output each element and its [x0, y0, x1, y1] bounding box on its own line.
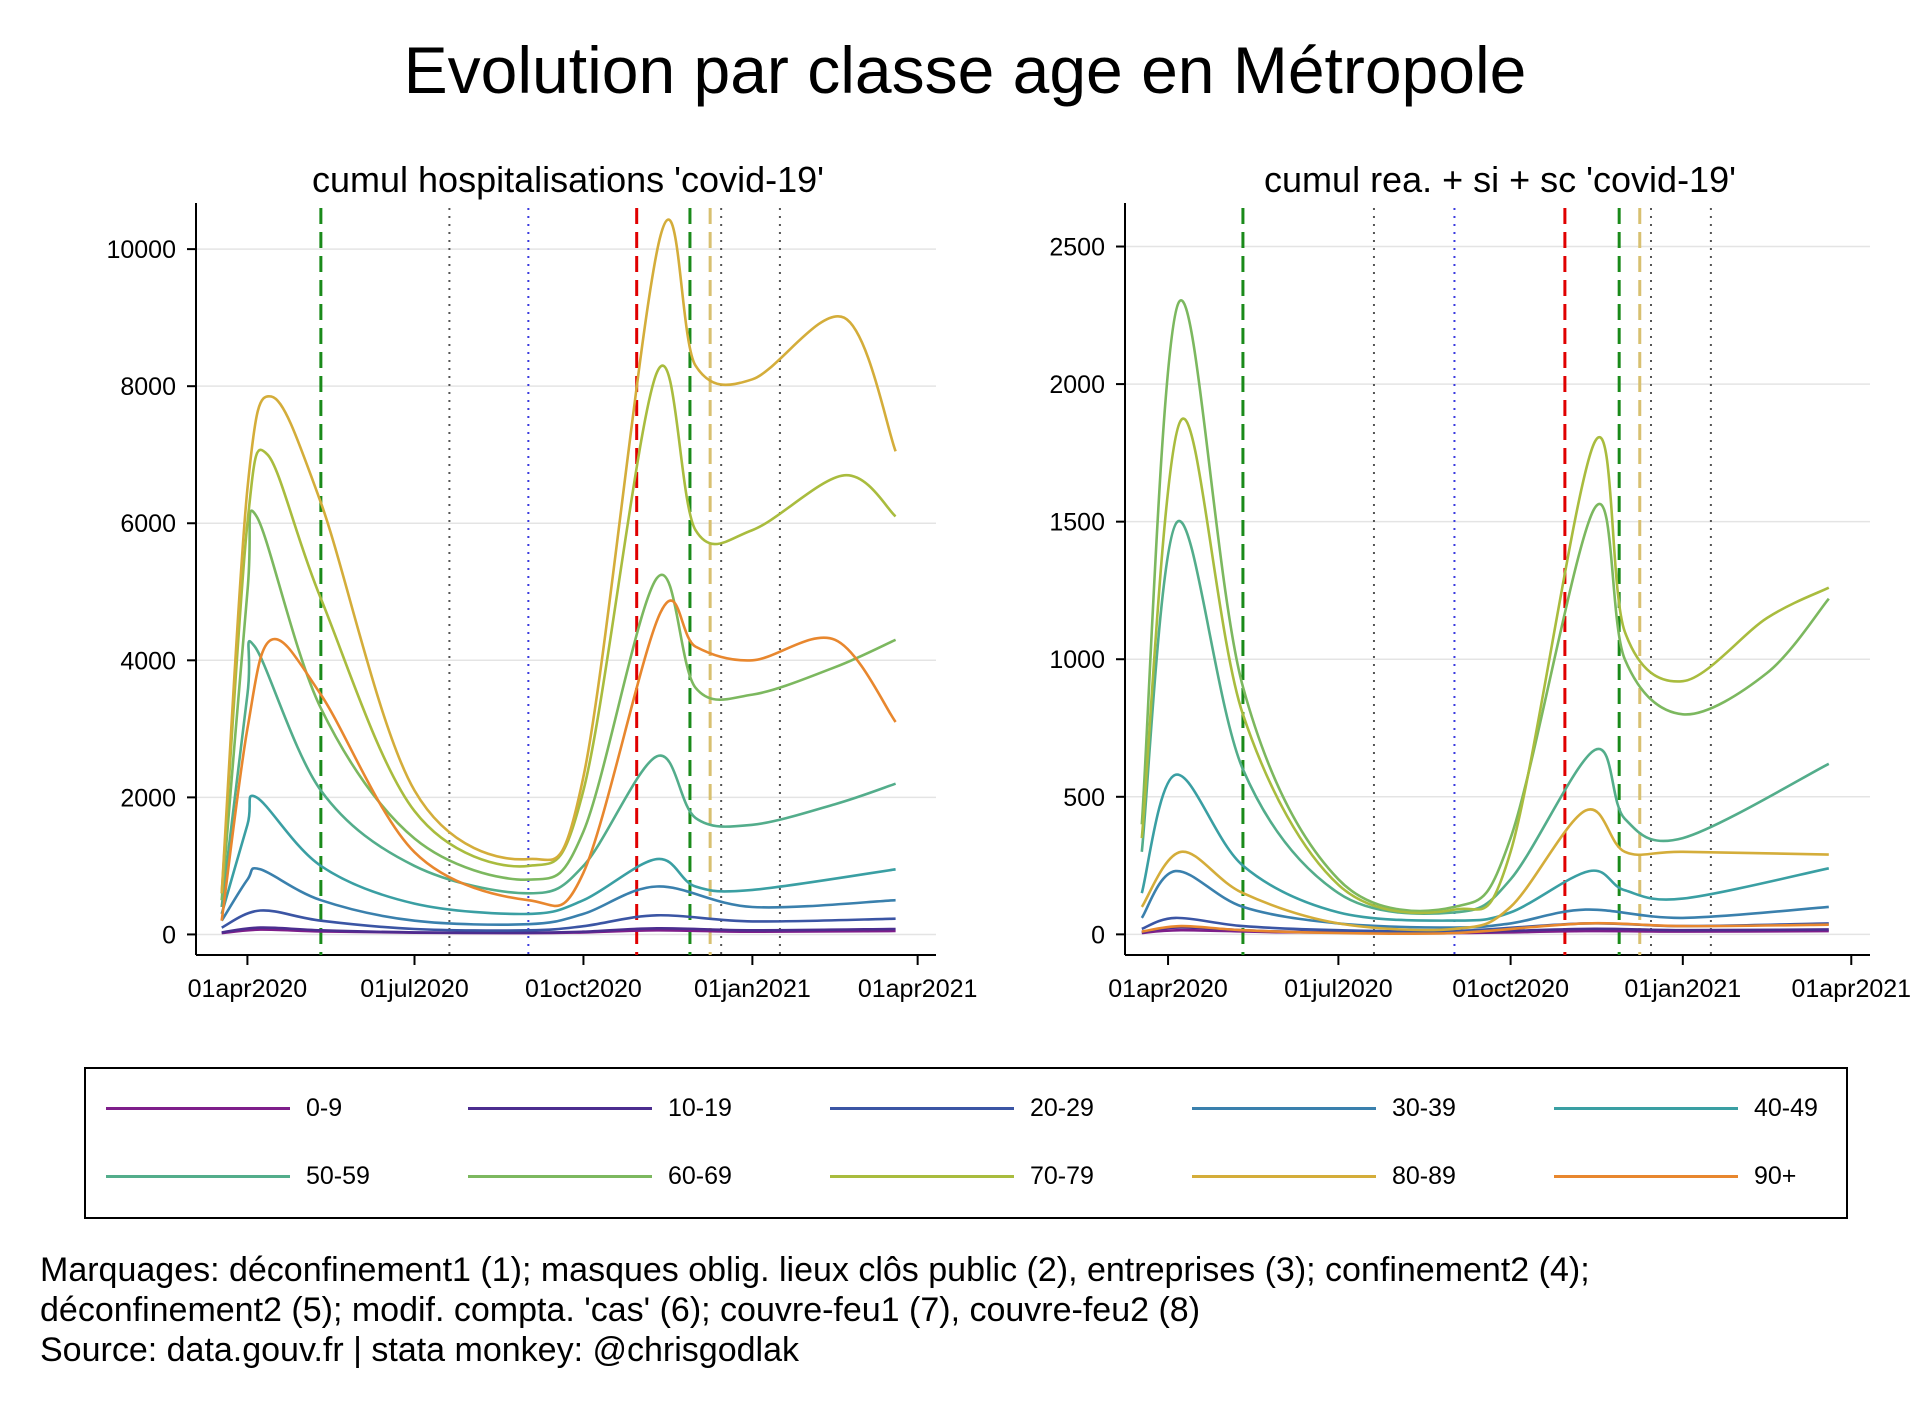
x-tick-label: 01jan2021	[1624, 975, 1741, 1003]
legend-label: 20-29	[1030, 1094, 1094, 1122]
legend-label: 80-89	[1392, 1162, 1456, 1190]
series-line-60-69	[1140, 299, 1830, 913]
series-line-20-29	[221, 909, 896, 932]
y-tick-label: 2500	[1049, 234, 1105, 262]
legend-swatch	[830, 1107, 1014, 1110]
series-line-60-69	[220, 509, 897, 901]
series-line-70-79	[220, 364, 897, 894]
panel-title-hospitalisations: cumul hospitalisations 'covid-19'	[312, 159, 824, 200]
legend-label: 90+	[1754, 1162, 1797, 1190]
series-line-70-79	[1140, 417, 1830, 915]
legend-label: 60-69	[668, 1162, 732, 1190]
notes: Marquages: déconfinement1 (1); masques o…	[40, 1250, 1900, 1370]
legend-swatch	[1554, 1175, 1738, 1178]
x-tick-label: 01oct2020	[525, 975, 642, 1003]
legend-label: 40-49	[1754, 1094, 1818, 1122]
legend-swatch	[106, 1107, 290, 1110]
panel-title-reanimation: cumul rea. + si + sc 'covid-19'	[1264, 159, 1736, 200]
y-tick-label: 4000	[120, 647, 176, 675]
legend-label: 50-59	[306, 1162, 370, 1190]
x-tick-label: 01apr2021	[1792, 975, 1912, 1003]
y-tick-label: 2000	[1049, 371, 1105, 399]
legend-label: 70-79	[1030, 1162, 1094, 1190]
x-tick-label: 01apr2020	[188, 975, 308, 1003]
x-tick-label: 01apr2020	[1108, 975, 1228, 1003]
series-line-80-89	[1140, 808, 1829, 932]
notes-line-1: Marquages: déconfinement1 (1); masques o…	[40, 1251, 1590, 1289]
y-tick-label: 1500	[1049, 509, 1105, 537]
legend-swatch	[830, 1175, 1014, 1178]
y-tick-label: 0	[162, 921, 176, 949]
y-tick-label: 1000	[1049, 646, 1105, 674]
legend: 0-9 10-19 20-29 30-39 40-49 50-59 60-69 70-79 80…	[84, 1067, 1848, 1219]
series-line-90+	[1141, 921, 1829, 936]
series-line-50-59	[1140, 520, 1830, 915]
series-line-40-49	[1140, 773, 1830, 922]
x-tick-label: 01jan2021	[694, 975, 811, 1003]
y-tick-label: 2000	[120, 784, 176, 812]
legend-swatch	[1192, 1107, 1376, 1110]
legend-swatch	[468, 1107, 652, 1110]
series-line-30-39	[1140, 869, 1829, 929]
series-line-10-19	[221, 926, 896, 935]
x-tick-label: 01jul2020	[1284, 975, 1392, 1003]
legend-swatch	[1192, 1175, 1376, 1178]
series-line-40-49	[220, 794, 896, 916]
y-tick-label: 6000	[120, 510, 176, 538]
x-tick-label: 01apr2021	[858, 975, 978, 1003]
legend-label: 30-39	[1392, 1094, 1456, 1122]
y-tick-label: 8000	[120, 373, 176, 401]
legend-label: 10-19	[668, 1094, 732, 1122]
legend-label: 0-9	[306, 1094, 343, 1122]
legend-swatch	[468, 1175, 652, 1178]
main-title: Evolution par classe age en Métropole	[403, 33, 1527, 107]
y-tick-label: 0	[1091, 921, 1105, 949]
x-tick-label: 01oct2020	[1452, 975, 1569, 1003]
series-line-30-39	[220, 866, 896, 926]
legend-swatch	[1554, 1107, 1738, 1110]
notes-line-2: déconfinement2 (5); modif. compta. 'cas'…	[40, 1291, 1201, 1329]
series-line-50-59	[220, 639, 897, 908]
chart-panel-1: 0 2000 4000 6000 8000 10000 01apr2020 01jul2020…	[106, 203, 977, 1003]
y-tick-label: 10000	[106, 236, 176, 264]
series-line-90+	[220, 599, 897, 921]
chart-panel-2: 0 500 1000 1500 2000 2500 01apr2020 01jul2020 01…	[1049, 203, 1911, 1003]
series-line-80-89	[220, 218, 897, 894]
legend-swatch	[106, 1175, 290, 1178]
notes-line-3: Source: data.gouv.fr | stata monkey: @ch…	[40, 1331, 799, 1369]
y-tick-label: 500	[1063, 784, 1105, 812]
x-tick-label: 01jul2020	[360, 975, 468, 1003]
